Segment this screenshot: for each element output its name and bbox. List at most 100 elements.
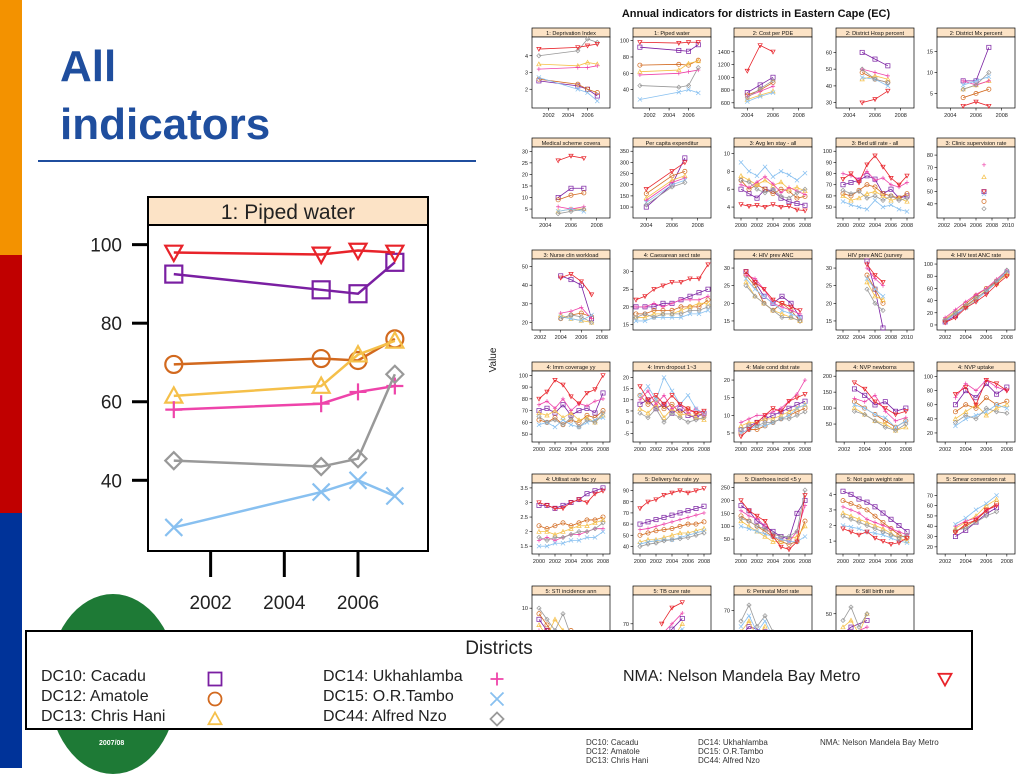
panel-series-line [639,408,705,423]
panel-data-point [695,42,701,48]
panel-data-point [872,520,878,525]
panel-data-point [864,162,870,168]
panel-data-point [862,399,867,404]
chart-title-strip [147,196,429,226]
panel-data-point [882,424,888,430]
panel-y-tick-label: 20 [522,320,528,326]
panel-series-line [639,89,699,100]
panel-x-tick-label: 2008 [793,113,805,119]
panel-title: 2: Cost per PDE [753,31,794,37]
panel-y-tick-label: 150 [620,194,629,200]
panel-x-tick-label: 2008 [901,559,913,565]
panel-y-tick-label: 600 [721,101,730,107]
data-point-dc15 [385,486,405,506]
panel-data-point [778,168,784,174]
panel-series-line [646,182,685,206]
panel-series-line [861,52,889,67]
data-point-dc10 [348,284,368,304]
panel-data-point [856,516,862,522]
panel-data-point [738,202,744,208]
panel-data-point [576,529,582,535]
panel-data-point [738,182,744,187]
panel-data-point [754,423,760,429]
panel-data-point [544,389,550,395]
panel-data-point [594,90,600,96]
panel-data-point [738,503,744,509]
panel-series-line [955,505,997,533]
panel-data-point [746,185,752,190]
panel-title: 4: HIV prev ANC [752,253,793,259]
data-point-dc13 [384,330,406,349]
panel-data-point [558,311,563,316]
panel-data-point [778,538,784,544]
panel-y-tick-label: 10 [623,398,629,404]
panel-data-point [802,523,808,529]
panel-x-tick-label: 2006 [767,113,779,119]
panel-data-point [864,182,870,188]
panel-series-line [740,179,806,199]
panel-series-line [538,43,598,50]
panel-data-point [701,415,707,421]
panel-data-point [872,412,878,417]
panel-data-point [963,305,969,311]
panel-series-line [842,500,908,539]
panel-data-point [584,414,590,420]
panel-x-tick-label: 2002 [853,223,865,229]
panel-data-point [994,402,999,408]
panel-data-point [885,63,891,69]
panel-data-point [575,65,580,70]
panel-series-line [944,269,1008,321]
panel-x-tick-label: 2010 [1002,223,1014,229]
panel-x-tick-label: 2008 [597,559,609,565]
panel-data-point [592,517,598,523]
data-point-dc44 [384,364,405,385]
panel-data-point [953,521,958,527]
data-point-dc15 [311,482,331,502]
panel-data-point [880,307,886,313]
panel-x-tick-label: 2000 [634,559,646,565]
panel-title: 1: Deprivation Index [546,31,596,37]
panel-data-point [942,320,948,326]
panel-data-point [595,63,600,68]
panel-data-point [536,422,542,428]
panel-data-point [880,510,886,516]
panel-data-point [770,84,776,89]
panel-data-point [770,534,776,540]
chart-title: 1: Piped water [221,201,355,224]
panel-data-point [983,507,989,513]
panel-data-point [872,56,878,62]
panel-data-point [682,155,688,161]
panel-data-point [578,314,584,320]
panel-y-tick-label: 800 [721,88,730,94]
panel-data-point [560,534,566,541]
panel-y-tick-label: 3 [525,71,528,77]
panel-data-point [872,418,878,424]
panel-series-line [538,375,604,405]
panel-title: 5: Diarrhoea incid <5 y [745,477,801,483]
panel-data-point [643,204,649,210]
panel-y-tick-label: 1200 [718,63,730,69]
panel-title: 3: Avg len stay - all [750,141,797,147]
panel-data-point [754,529,760,534]
panel-data-point [770,406,776,412]
panel-data-point [560,528,566,534]
panel-data-point [552,406,558,411]
panel-y-tick-label: 80 [623,500,629,506]
panel-data-point [669,532,675,538]
panel-data-point [862,405,868,411]
panel-data-point [637,384,643,390]
panel-data-point [888,526,894,531]
panel-data-point [642,294,648,300]
panel-data-point [754,181,760,187]
legend-item-dc12: DC12: Amatole [41,688,149,705]
panel-data-point [973,78,979,84]
panel-x-tick-label: 2004 [741,113,753,119]
panel-data-point [754,513,760,519]
panel-data-point [904,195,910,201]
panel-data-point [794,405,800,411]
panel-data-point [848,513,854,519]
panel-data-point [786,399,792,405]
panel-data-point [536,523,542,529]
panel-data-point [676,71,681,76]
panel-x-tick-label: 2008 [1001,335,1013,341]
